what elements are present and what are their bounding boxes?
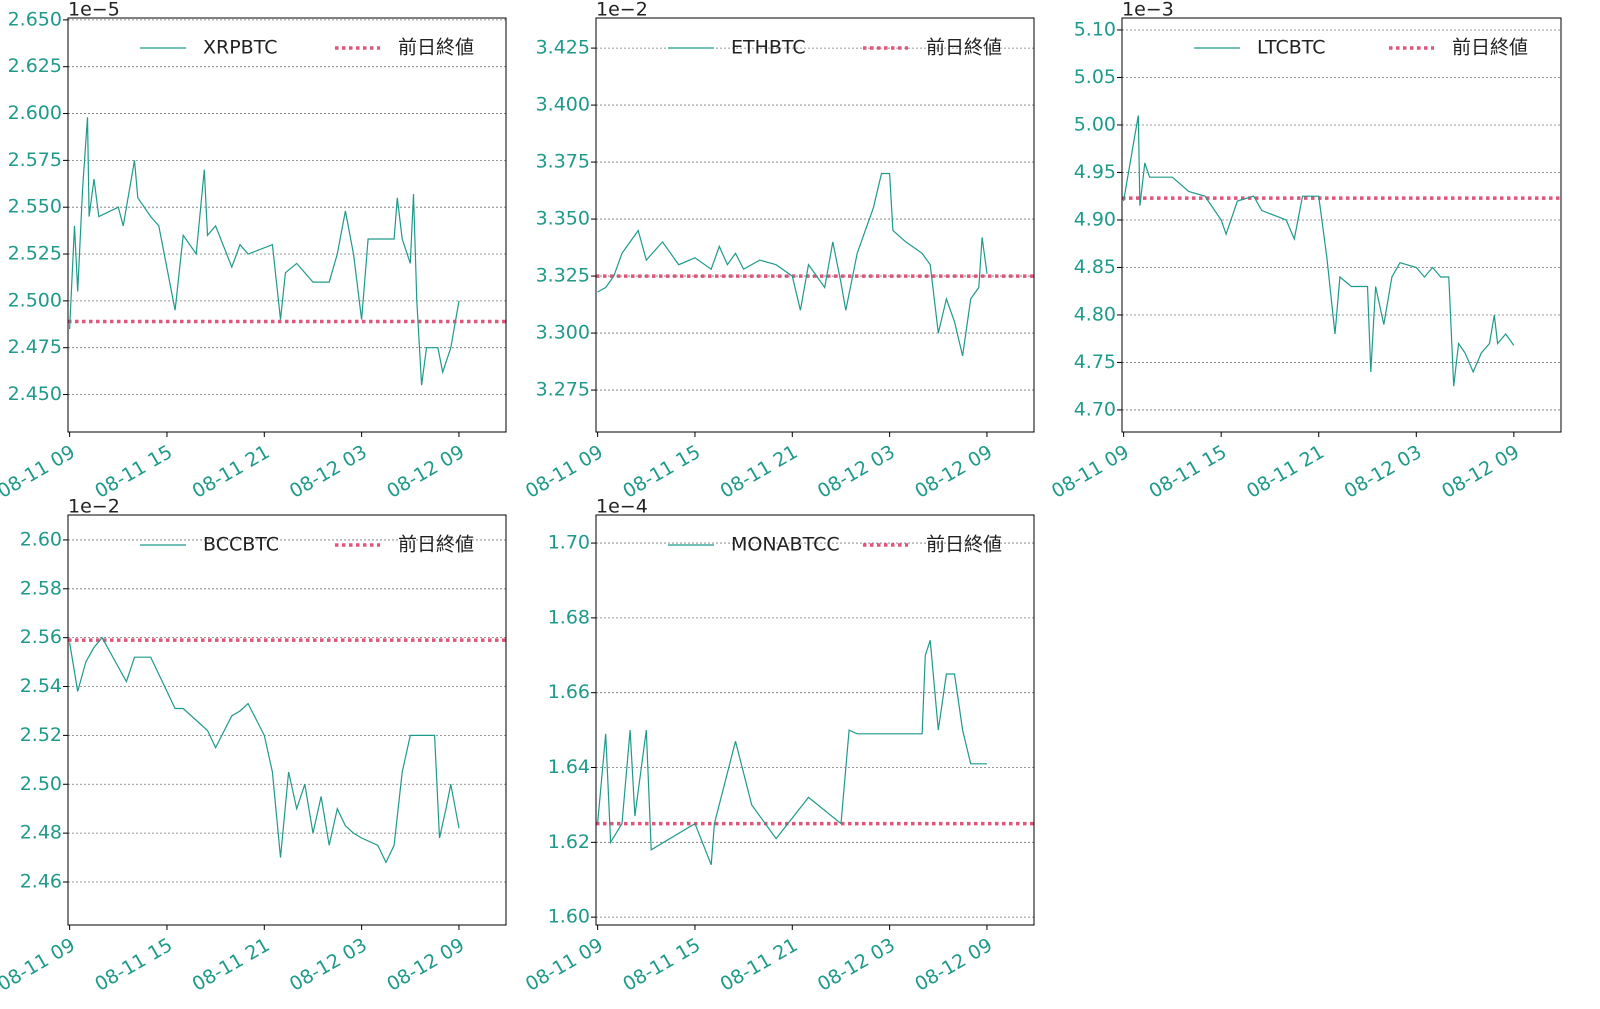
legend-label: MONABTCC [731,534,840,556]
x-tick-label: 08-12 03 [286,441,371,503]
x-tick-label: 08-12 09 [383,934,468,996]
y-tick-label: 5.10 [1074,18,1116,40]
y-tick-label: 1.68 [548,606,590,628]
y-tick-label: 4.80 [1074,303,1116,325]
panel: 2.46 2.48 2.50 2.52 2.54 2.56 2.58 2.60 08-11 09… [0,496,507,996]
x-tick-label: 08-11 21 [717,934,802,996]
y-tick-label: 3.325 [536,265,590,287]
x-tick-label: 08-11 15 [619,934,704,996]
x-tick-label: 08-11 21 [189,934,274,996]
y-tick-label: 3.350 [536,208,590,230]
offset-label: 1e−2 [596,0,648,21]
x-tick-label: 08-11 21 [717,441,802,503]
y-tick-label: 1.62 [548,831,590,853]
legend-label: 前日終値 [398,534,474,556]
legend-label: 前日終値 [926,534,1002,556]
panel: 3.275 3.300 3.325 3.350 3.375 3.400 3.425 08-11… [522,0,1035,503]
x-tick-label: 08-11 09 [522,441,607,503]
y-tick-label: 2.500 [8,289,62,311]
x-tick-label: 08-11 21 [1243,441,1328,503]
x-tick-label: 08-12 09 [911,934,996,996]
legend-label: BCCBTC [203,534,279,556]
x-tick-label: 08-11 09 [522,934,607,996]
legend-label: 前日終値 [398,37,474,59]
y-tick-label: 3.400 [536,94,590,116]
price-line [69,636,460,864]
y-tick-label: 2.575 [8,149,62,171]
panel: 1.60 1.62 1.64 1.66 1.68 1.70 08-11 09 08-11 15… [522,496,1035,996]
x-tick-label: 08-11 09 [1048,441,1133,503]
price-line [597,640,987,866]
y-tick-label: 2.550 [8,196,62,218]
y-tick-label: 4.95 [1074,161,1116,183]
y-tick-label: 3.375 [536,151,590,173]
x-tick-label: 08-12 03 [814,441,899,503]
y-tick-label: 3.300 [536,322,590,344]
x-tick-label: 08-11 15 [91,934,176,996]
price-line [597,172,988,357]
x-tick-label: 08-12 03 [1341,441,1426,503]
plot-frame [67,514,507,926]
x-tick-label: 08-11 09 [0,934,79,996]
x-tick-label: 08-12 09 [383,441,468,503]
legend-label: 前日終値 [1452,37,1528,59]
y-tick-label: 3.275 [536,379,590,401]
y-tick-label: 1.60 [548,906,590,928]
offset-label: 1e−2 [68,496,120,518]
y-tick-label: 2.525 [8,243,62,265]
y-tick-label: 1.70 [548,532,590,554]
plot-frame [67,17,507,433]
y-tick-label: 4.90 [1074,208,1116,230]
plot-frame [595,514,1035,926]
y-tick-label: 2.58 [20,577,62,599]
x-tick-label: 08-11 15 [619,441,704,503]
panel: 4.70 4.75 4.80 4.85 4.90 4.95 5.00 5.05 5.10 08-1… [1048,0,1562,503]
y-tick-label: 3.425 [536,37,590,59]
legend-label: XRPBTC [203,37,277,59]
y-tick-label: 4.85 [1074,256,1116,278]
offset-label: 1e−3 [1122,0,1174,21]
y-tick-label: 1.66 [548,681,590,703]
y-tick-label: 2.52 [20,724,62,746]
y-tick-label: 2.54 [20,675,62,697]
x-tick-label: 08-11 21 [189,441,274,503]
panel: 2.450 2.475 2.500 2.525 2.550 2.575 2.600 2.625… [0,0,507,503]
x-tick-label: 08-12 09 [1438,441,1523,503]
y-tick-label: 2.625 [8,55,62,77]
y-tick-label: 2.450 [8,383,62,405]
plot-frame [595,17,1035,433]
y-tick-label: 2.56 [20,626,62,648]
y-tick-label: 4.70 [1074,398,1116,420]
legend-label: LTCBTC [1257,37,1326,59]
y-tick-label: 4.75 [1074,351,1116,373]
y-tick-label: 2.46 [20,870,62,892]
y-tick-label: 5.05 [1074,66,1116,88]
price-line [1123,115,1515,387]
x-tick-label: 08-12 03 [286,934,371,996]
offset-label: 1e−5 [68,0,120,21]
y-tick-label: 2.650 [8,8,62,30]
y-tick-label: 2.60 [20,528,62,550]
y-tick-label: 2.50 [20,773,62,795]
y-tick-label: 5.00 [1074,113,1116,135]
x-tick-label: 08-12 09 [911,441,996,503]
x-tick-label: 08-12 03 [814,934,899,996]
y-tick-label: 2.600 [8,102,62,124]
legend-label: 前日終値 [926,37,1002,59]
legend-label: ETHBTC [731,37,806,59]
x-tick-label: 08-11 15 [91,441,176,503]
x-tick-label: 08-11 09 [0,441,79,503]
y-tick-label: 1.64 [548,756,590,778]
x-tick-label: 08-11 15 [1145,441,1230,503]
offset-label: 1e−4 [596,496,648,518]
price-line [69,117,460,386]
plot-frame [1121,17,1562,433]
y-tick-label: 2.475 [8,336,62,358]
y-tick-label: 2.48 [20,822,62,844]
